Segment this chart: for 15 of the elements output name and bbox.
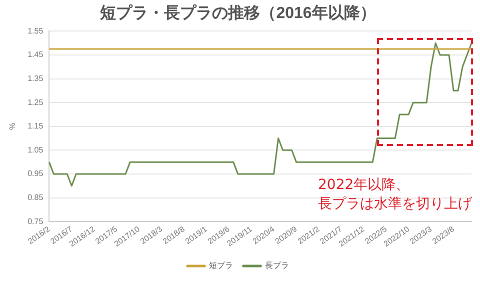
chart-title: 短プラ・長プラの推移（2016年以降） <box>99 4 376 22</box>
y-tick-label: 1.45 <box>28 50 44 60</box>
annotation: 長プラは水準を切り上げ <box>318 195 472 214</box>
y-tick-label: 1.25 <box>28 98 44 107</box>
y-tick-label: 1.05 <box>28 145 44 154</box>
y-tick-label: 1.35 <box>28 74 44 83</box>
y-tick-label: 0.85 <box>28 192 44 202</box>
legend-label: 長プラ <box>265 261 289 270</box>
legend-label: 短プラ <box>209 261 233 270</box>
y-tick-label: 0.75 <box>28 216 44 226</box>
y-tick-label: 0.95 <box>28 169 44 178</box>
y-axis-title: % <box>8 122 18 130</box>
annotation: 2022年以降、 <box>318 176 411 195</box>
y-tick-label: 1.15 <box>28 122 44 131</box>
y-tick-label: 1.55 <box>28 26 44 36</box>
